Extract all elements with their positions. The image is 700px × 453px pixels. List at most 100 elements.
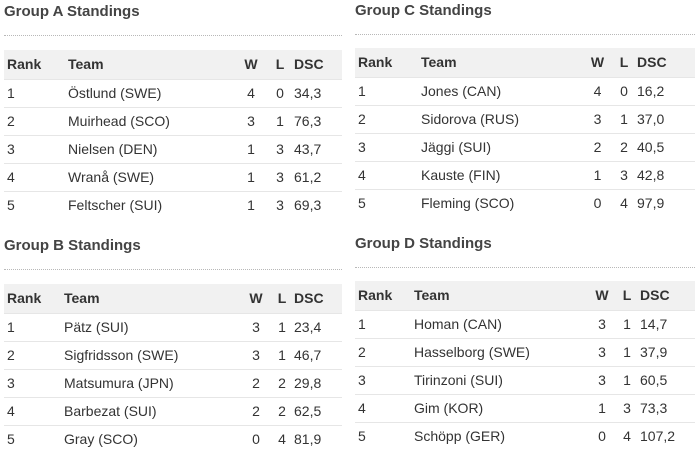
table-row: 1 Pätz (SUI) 3 1 23,4 bbox=[4, 313, 342, 341]
group-c-standings: Group C Standings Rank Team W L DSC 1 Jo… bbox=[355, 2, 695, 217]
dsc-cell: 73,3 bbox=[640, 400, 668, 416]
divider bbox=[355, 267, 695, 268]
team-cell: Pätz (SUI) bbox=[64, 319, 129, 335]
table-row: 4 Gim (KOR) 1 3 73,3 bbox=[355, 394, 695, 422]
rank-cell: 2 bbox=[7, 113, 15, 129]
losses-cell: 4 bbox=[278, 431, 286, 448]
team-cell: Fleming (SCO) bbox=[421, 195, 515, 212]
table-row: 4 Kauste (FIN) 1 3 42,8 bbox=[355, 161, 695, 189]
wins-cell: 2 bbox=[593, 139, 602, 155]
rank-cell: 3 bbox=[358, 372, 366, 388]
losses-cell: 1 bbox=[276, 113, 284, 129]
rank-cell: 1 bbox=[7, 85, 15, 101]
table-row: 2 Sigfridsson (SWE) 3 1 46,7 bbox=[4, 341, 342, 369]
column-header-rank: Rank bbox=[7, 290, 42, 307]
wins-cell: 3 bbox=[598, 372, 606, 388]
table-row: 3 Tirinzoni (SUI) 3 1 60,5 bbox=[355, 366, 695, 394]
losses-cell: 4 bbox=[620, 195, 628, 212]
team-cell: Wranå (SWE) bbox=[68, 169, 155, 185]
rank-cell: 5 bbox=[7, 431, 15, 448]
column-header-dsc: DSC bbox=[294, 56, 324, 73]
rank-cell: 2 bbox=[7, 347, 15, 363]
dsc-cell: 97,9 bbox=[637, 195, 665, 212]
column-header-w: W bbox=[249, 290, 263, 307]
team-cell: Gim (KOR) bbox=[414, 400, 484, 416]
team-cell: Feltscher (SUI) bbox=[68, 197, 163, 214]
team-cell: Tirinzoni (SUI) bbox=[414, 372, 503, 388]
rank-cell: 4 bbox=[7, 169, 15, 185]
rank-cell: 1 bbox=[358, 316, 366, 332]
table-row: 1 Östlund (SWE) 4 0 34,3 bbox=[4, 79, 342, 107]
losses-cell: 3 bbox=[276, 169, 284, 185]
table-row: 5 Gray (SCO) 0 4 81,9 bbox=[4, 425, 342, 453]
rank-cell: 5 bbox=[7, 197, 15, 214]
losses-cell: 2 bbox=[278, 403, 286, 419]
group-b-standings: Group B Standings Rank Team W L DSC 1 Pä… bbox=[4, 237, 342, 450]
team-cell: Nielsen (DEN) bbox=[68, 141, 158, 157]
table-row: 4 Wranå (SWE) 1 3 61,2 bbox=[4, 163, 342, 191]
dsc-cell: 81,9 bbox=[294, 431, 322, 448]
rank-cell: 4 bbox=[358, 400, 366, 416]
losses-cell: 1 bbox=[278, 347, 286, 363]
standings-table: Rank Team W L DSC 1 Homan (CAN) 3 1 14,7… bbox=[355, 281, 695, 450]
column-header-dsc: DSC bbox=[640, 287, 670, 304]
wins-cell: 1 bbox=[598, 400, 606, 416]
table-row: 2 Sidorova (RUS) 3 1 37,0 bbox=[355, 105, 695, 133]
dsc-cell: 46,7 bbox=[294, 347, 322, 363]
divider bbox=[4, 35, 342, 36]
team-cell: Östlund (SWE) bbox=[68, 85, 162, 101]
table-row: 5 Fleming (SCO) 0 4 97,9 bbox=[355, 189, 695, 217]
team-cell: Kauste (FIN) bbox=[421, 167, 501, 183]
column-header-team: Team bbox=[421, 54, 457, 71]
team-cell: Jäggi (SUI) bbox=[421, 139, 492, 155]
dsc-cell: 14,7 bbox=[640, 316, 668, 332]
rank-cell: 3 bbox=[7, 141, 15, 157]
standings-table: Rank Team W L DSC 1 Östlund (SWE) 4 0 34… bbox=[4, 50, 342, 219]
rank-cell: 4 bbox=[358, 167, 366, 183]
divider bbox=[4, 269, 342, 270]
group-title: Group A Standings bbox=[4, 3, 140, 20]
column-header-w: W bbox=[590, 54, 605, 71]
column-header-dsc: DSC bbox=[637, 54, 667, 71]
losses-cell: 4 bbox=[623, 428, 631, 445]
losses-cell: 3 bbox=[620, 167, 628, 183]
header-row: Rank Team W L DSC bbox=[4, 50, 342, 79]
dsc-cell: 60,5 bbox=[640, 372, 668, 388]
column-header-l: L bbox=[622, 287, 632, 304]
dsc-cell: 34,3 bbox=[294, 85, 322, 101]
table-row: 3 Matsumura (JPN) 2 2 29,8 bbox=[4, 369, 342, 397]
wins-cell: 1 bbox=[247, 197, 255, 214]
rank-cell: 5 bbox=[358, 195, 366, 212]
column-header-w: W bbox=[595, 287, 609, 304]
losses-cell: 3 bbox=[623, 400, 631, 416]
dsc-cell: 16,2 bbox=[637, 83, 665, 99]
wins-cell: 2 bbox=[252, 403, 260, 419]
rank-cell: 3 bbox=[358, 139, 366, 155]
dsc-cell: 40,5 bbox=[637, 139, 665, 155]
table-row: 4 Barbezat (SUI) 2 2 62,5 bbox=[4, 397, 342, 425]
team-cell: Barbezat (SUI) bbox=[64, 403, 157, 419]
rank-cell: 4 bbox=[7, 403, 15, 419]
header-row: Rank Team W L DSC bbox=[4, 284, 342, 313]
team-cell: Jones (CAN) bbox=[421, 83, 502, 99]
wins-cell: 2 bbox=[252, 375, 260, 391]
team-cell: Muirhead (SCO) bbox=[68, 113, 170, 129]
rank-cell: 2 bbox=[358, 344, 366, 360]
team-cell: Sidorova (RUS) bbox=[421, 111, 520, 127]
group-d-standings: Group D Standings Rank Team W L DSC 1 Ho… bbox=[355, 235, 695, 450]
dsc-cell: 69,3 bbox=[294, 197, 322, 214]
column-header-rank: Rank bbox=[358, 54, 393, 71]
column-header-team: Team bbox=[414, 287, 450, 304]
wins-cell: 3 bbox=[598, 316, 606, 332]
wins-cell: 3 bbox=[252, 319, 260, 335]
dsc-cell: 42,8 bbox=[637, 167, 665, 183]
team-cell: Matsumura (JPN) bbox=[64, 375, 174, 391]
column-header-l: L bbox=[277, 290, 287, 307]
column-header-w: W bbox=[244, 56, 258, 73]
table-row: 5 Feltscher (SUI) 1 3 69,3 bbox=[4, 191, 342, 219]
wins-cell: 1 bbox=[247, 169, 255, 185]
table-row: 2 Muirhead (SCO) 3 1 76,3 bbox=[4, 107, 342, 135]
wins-cell: 4 bbox=[593, 83, 602, 99]
losses-cell: 2 bbox=[278, 375, 286, 391]
dsc-cell: 37,9 bbox=[640, 344, 668, 360]
